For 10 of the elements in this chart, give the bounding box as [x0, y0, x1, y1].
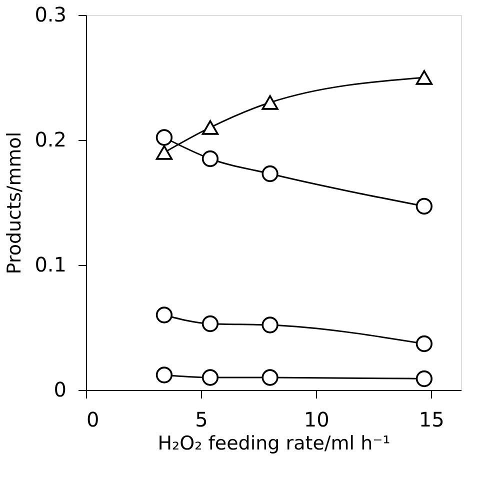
y-tick-label: 0: [54, 378, 66, 402]
x-axis-title: H₂O₂ feeding rate/ml h⁻¹: [158, 432, 390, 454]
y-axis-title: Products/mmol: [4, 132, 26, 274]
y-tick-label: 0.2: [34, 128, 66, 152]
y-tick-label: 0.3: [34, 2, 66, 26]
y-tick-label: 0.1: [34, 252, 66, 276]
x-tick-label: 10: [304, 408, 330, 432]
x-tick-label: 15: [418, 408, 444, 432]
x-tick-label: 0: [86, 408, 100, 432]
x-tick-label: 5: [195, 408, 208, 432]
